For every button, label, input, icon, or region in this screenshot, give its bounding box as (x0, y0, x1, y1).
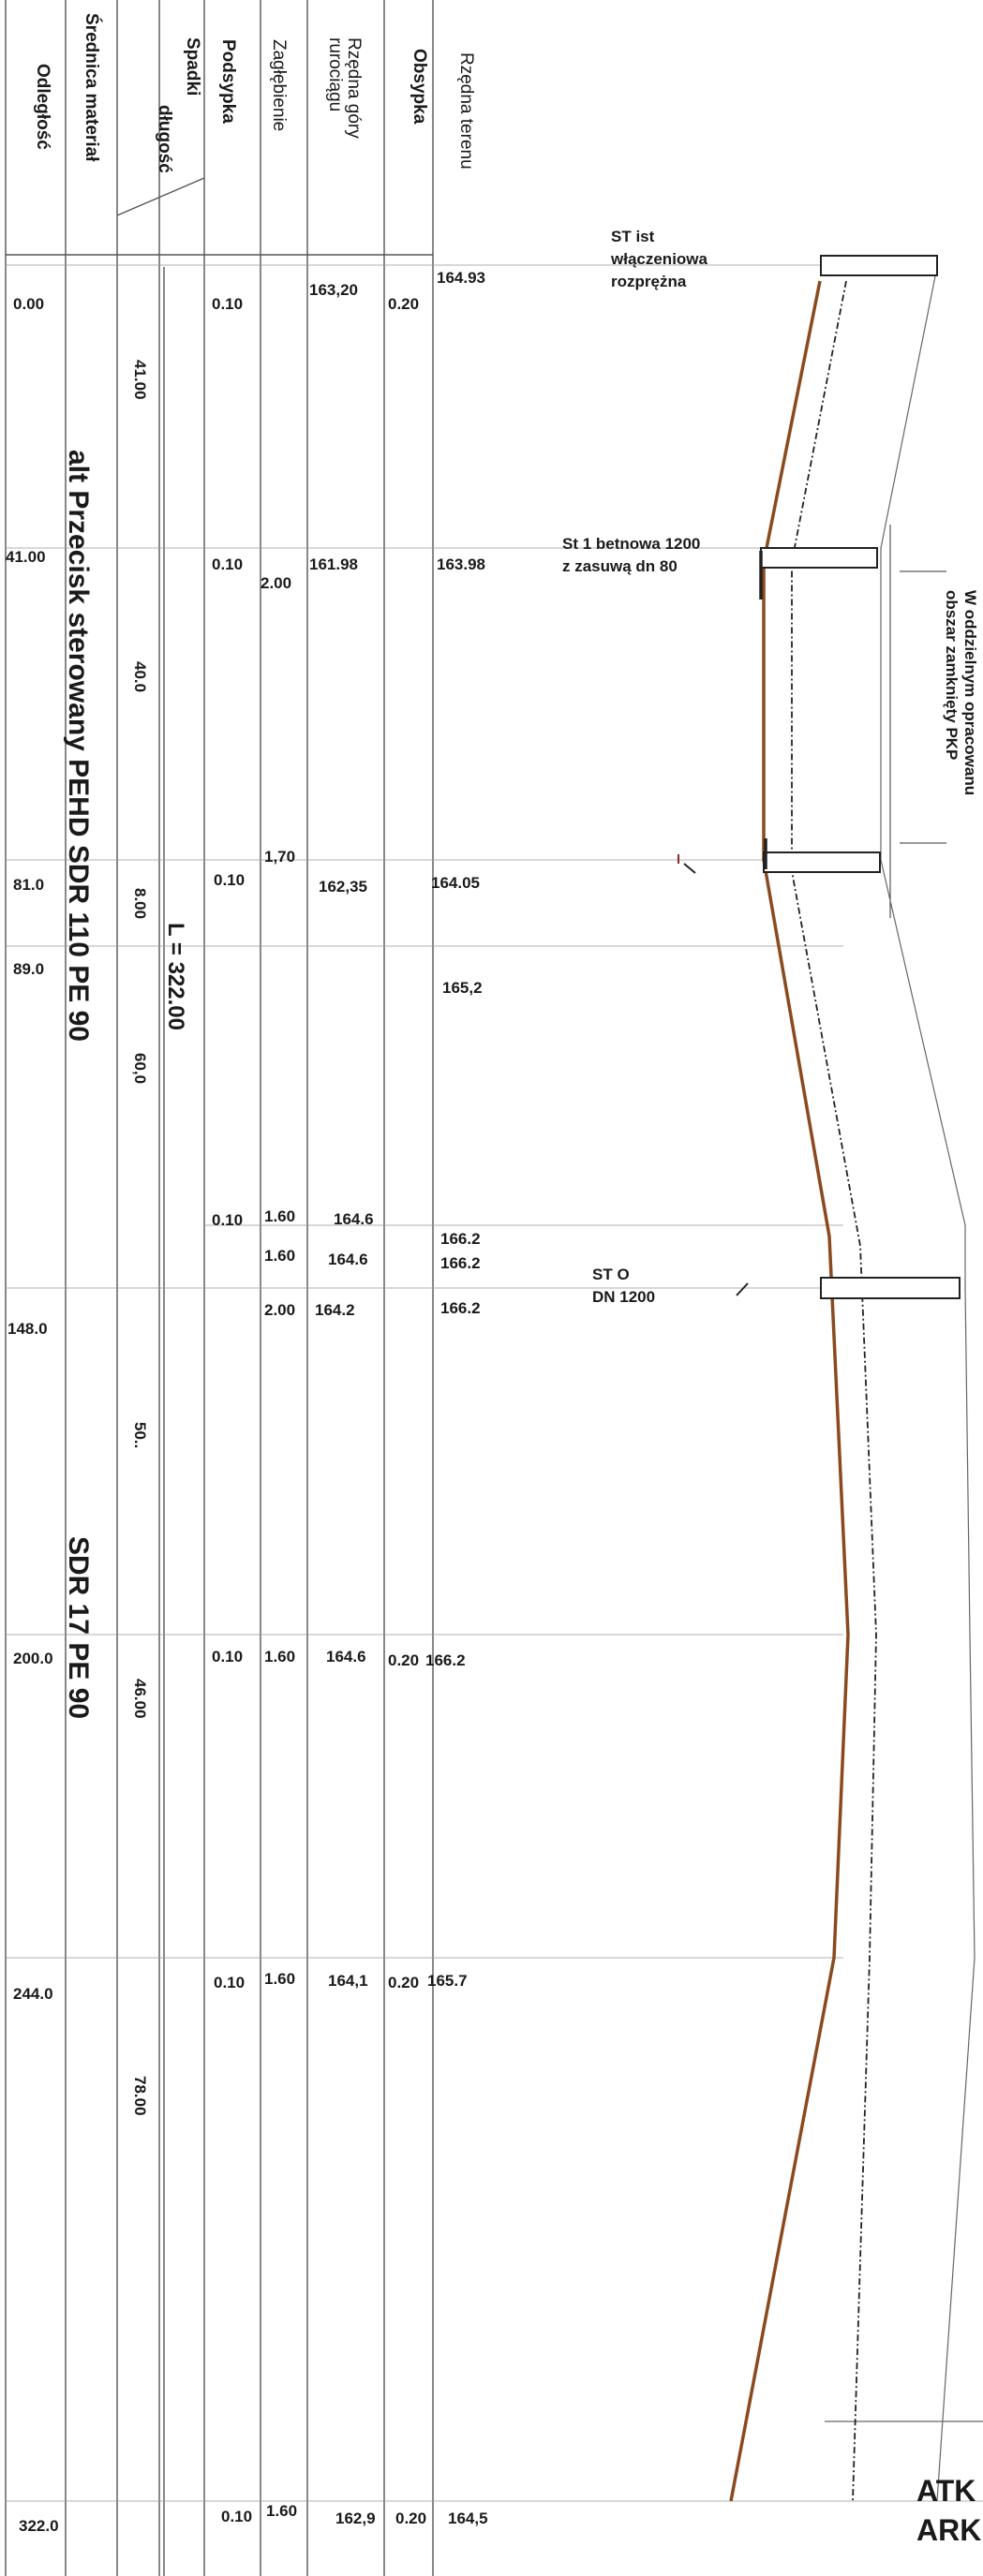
zaglebienie-value: 1.60 (264, 1247, 295, 1265)
material-description: alt Przecisk sterowany PEHD SDR 110 PE 9… (63, 450, 94, 1042)
obsypka-value: 0.20 (388, 295, 419, 313)
terrain-lines (825, 266, 983, 2502)
well-label-st-ist: włączeniowa (610, 250, 708, 268)
header-obsypka: Obsypka (410, 49, 429, 125)
header-rzedna-terenu: Rzędna terenu (456, 52, 476, 170)
rzedna-terenu-value: 164.05 (431, 874, 480, 892)
rzedna-gory-value: 164.6 (326, 1648, 366, 1666)
podsypka-value: 0.10 (212, 555, 243, 573)
odleglosc-value: 200.0 (13, 1650, 53, 1667)
well-label-sto: DN 1200 (592, 1288, 655, 1306)
well-sto (820, 1277, 961, 1299)
rzedna-gory-value: 161.98 (309, 555, 358, 573)
zaglebienie-value: 2.00 (264, 1301, 295, 1319)
rzedna-terenu-value: 166.2 (440, 1299, 481, 1317)
rzedna-terenu-value: 166.2 (440, 1254, 481, 1272)
rzedna-terenu-value: 163.98 (437, 555, 485, 573)
note-text: W oddzielnym opracowanu (961, 590, 979, 795)
rzedna-gory-value: 164,1 (328, 1972, 368, 1990)
podsypka-value: 0.10 (214, 871, 245, 889)
odleglosc-value: 244.0 (13, 1985, 53, 2003)
header-odleglosc: Odległość (33, 64, 52, 150)
zaglebienie-value: 2.00 (261, 574, 291, 592)
header-dlugosc: długość (155, 105, 174, 173)
rzedna-terenu-value: 164,5 (448, 2509, 488, 2527)
odleglosc-value: 0.00 (13, 295, 44, 313)
rzedna-gory-value: 162,35 (319, 878, 367, 896)
well-label-st1: z zasuwą dn 80 (562, 557, 678, 575)
zaglebienie-value: 1.60 (264, 1970, 295, 1988)
note-text: obszar zamknięty PKP (943, 590, 961, 760)
rzedna-terenu-value: 166.2 (425, 1651, 466, 1669)
obsypka-value: 0.20 (388, 1974, 419, 1991)
header-spadki: Spadki (183, 37, 202, 96)
pkp-note: W oddzielnym opracowanu obszar zamknięty… (889, 525, 979, 918)
segment-length: 46.00 (131, 1679, 149, 1719)
obsypka-value: 0.20 (388, 1651, 419, 1669)
segment-length: 50.. (131, 1422, 149, 1448)
podsypka-value: 0.10 (212, 1648, 243, 1666)
zaglebienie-value: 1,70 (264, 848, 295, 866)
segment-length: 78.00 (131, 2076, 149, 2116)
pipe-axis-line (791, 280, 877, 2502)
material-description-2: SDR 17 PE 90 (63, 1536, 94, 1719)
header-rurociagu: rurociągu (325, 37, 345, 111)
segment-length: 40.0 (131, 661, 149, 692)
total-length: L = 322.00 (163, 923, 188, 1030)
podsypka-value: 0.10 (221, 2508, 252, 2525)
wells (759, 255, 961, 1299)
well-labels: ST ist włączeniowa rozprężna St 1 betnow… (562, 228, 708, 1306)
segment-length: 60,0 (131, 1053, 149, 1084)
pipe-line (729, 280, 850, 2502)
well-label-sto: ST O (592, 1266, 630, 1283)
podsypka-value: 0.10 (214, 1974, 245, 1991)
podsypka-value: 0.10 (212, 1211, 243, 1229)
column-headers: Odległość Średnica materiał Spadki długo… (33, 13, 476, 173)
rzedna-terenu-value: 164.93 (437, 269, 485, 287)
obsypka-value: 0.20 (395, 2509, 426, 2527)
rzedna-terenu-value: 166.2 (440, 1230, 481, 1248)
segment-lengths: 41.00 40.0 8.00 60,0 50.. 46.00 78.00 (131, 360, 149, 2116)
header-podsypka: Podsypka (218, 39, 238, 124)
well-label-st-ist: rozprężna (611, 273, 687, 290)
odleglosc-value: 322.0 (19, 2517, 59, 2535)
rzedna-gory-value: 164.6 (328, 1251, 368, 1268)
zaglebienie-value: 1.60 (264, 1207, 295, 1225)
rzedna-terenu-value: 165,2 (442, 979, 483, 997)
rzedna-gory-value: 162,9 (335, 2509, 376, 2527)
odleglosc-value: 41.00 (6, 548, 46, 566)
header-srednica-material: Średnica materiał (82, 13, 102, 162)
rzedna-gory-value: 164.2 (315, 1301, 355, 1319)
title-block-text: ARK (916, 2513, 981, 2547)
odleglosc-value: 81.0 (13, 876, 44, 894)
rzedna-gory-value: 164.6 (334, 1210, 374, 1228)
well-st2 (763, 851, 881, 873)
odleglosc-value: 148.0 (7, 1320, 48, 1338)
podsypka-value: 0.10 (212, 295, 243, 313)
segment-length: 41.00 (131, 360, 149, 400)
well-st1 (760, 547, 878, 569)
well-label-st-ist: ST ist (611, 228, 655, 245)
header-rzedna-gory: Rzędna góry (344, 37, 364, 139)
station-values: 0.00 0.10 163,20 0.20 164.93 41.00 0.10 … (6, 269, 488, 2535)
odleglosc-value: 89.0 (13, 960, 44, 978)
rzedna-gory-value: 163,20 (309, 281, 358, 299)
title-block-text: ATK (916, 2474, 976, 2508)
zaglebienie-value: 1.60 (266, 2502, 297, 2520)
zaglebienie-value: 1.60 (264, 1648, 295, 1666)
small-marks (678, 854, 749, 1296)
station-lines (6, 264, 983, 2502)
header-zaglebienie: Zagłębienie (269, 39, 289, 131)
segment-length: 8.00 (131, 888, 149, 919)
well-st-ist (820, 255, 938, 276)
rzedna-terenu-value: 165.7 (427, 1972, 468, 1990)
well-label-st1: St 1 betnowa 1200 (562, 535, 700, 553)
